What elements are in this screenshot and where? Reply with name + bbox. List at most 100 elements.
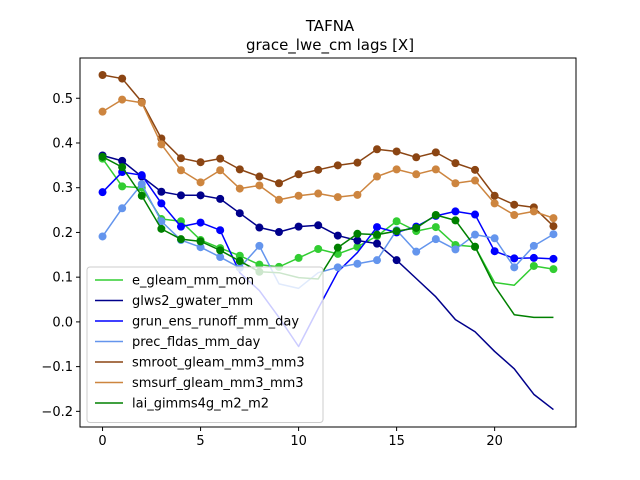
data-point xyxy=(235,184,244,193)
y-tick-label: 0.3 xyxy=(52,181,73,196)
data-point xyxy=(176,191,185,200)
data-point xyxy=(412,153,421,162)
data-point xyxy=(471,210,480,219)
data-point xyxy=(431,148,440,157)
data-point xyxy=(490,191,499,200)
data-point xyxy=(176,235,185,244)
y-tick-label: −0.2 xyxy=(41,405,73,420)
data-point xyxy=(490,199,499,208)
data-point xyxy=(137,98,146,107)
data-point xyxy=(98,107,107,116)
data-point xyxy=(216,253,225,262)
data-point xyxy=(529,253,538,262)
x-tick-label: 0 xyxy=(98,434,106,449)
legend-label: prec_fldas_mm_day xyxy=(132,335,261,350)
data-point xyxy=(549,214,558,223)
data-point xyxy=(157,224,166,233)
legend-item-glws2-gwater-mm: glws2_gwater_mm xyxy=(95,294,253,309)
data-point xyxy=(451,159,460,168)
data-point xyxy=(392,256,401,265)
data-point xyxy=(549,230,558,239)
y-tick-label: 0.5 xyxy=(52,92,73,107)
data-point xyxy=(118,204,127,213)
data-point xyxy=(529,241,538,250)
x-tick-label: 10 xyxy=(290,434,307,449)
y-tick-label: 0.2 xyxy=(52,226,73,241)
data-point xyxy=(353,236,362,245)
data-point xyxy=(294,191,303,200)
legend-label: grun_ens_runoff_mm_day xyxy=(132,315,299,330)
legend-frame xyxy=(86,266,324,423)
data-point xyxy=(510,200,519,209)
data-point xyxy=(274,227,283,236)
data-point xyxy=(235,165,244,174)
series-e-gleam-mm-mon xyxy=(98,154,558,286)
series-smsurf-gleam-mm3-mm3 xyxy=(98,95,558,223)
legend-item-smsurf-gleam-mm3-mm3: smsurf_gleam_mm3_mm3 xyxy=(95,376,304,391)
data-point xyxy=(412,170,421,179)
series-lai-gimms4g-m2-m2 xyxy=(98,152,554,319)
legend-label: lai_gimms4g_m2_m2 xyxy=(132,397,269,412)
data-point xyxy=(274,195,283,204)
data-point xyxy=(137,171,146,180)
data-point xyxy=(373,230,382,239)
data-point xyxy=(353,158,362,167)
legend: e_gleam_mm_mon glws2_gwater_mm grun_ens_ru… xyxy=(86,266,324,423)
data-point xyxy=(510,210,519,219)
data-point xyxy=(392,217,401,226)
legend-label: e_gleam_mm_mon xyxy=(132,274,254,289)
data-point xyxy=(235,209,244,218)
plot-frame xyxy=(79,57,577,428)
data-point xyxy=(353,190,362,199)
data-point xyxy=(471,176,480,185)
data-point xyxy=(373,145,382,154)
data-point xyxy=(98,152,107,161)
data-point xyxy=(353,259,362,268)
legend-label: smroot_gleam_mm3_mm3 xyxy=(132,356,305,371)
data-point xyxy=(549,265,558,274)
data-point xyxy=(412,247,421,256)
data-point xyxy=(118,156,127,165)
data-point xyxy=(314,189,323,198)
data-point xyxy=(196,158,205,167)
data-point xyxy=(216,154,225,163)
data-point xyxy=(373,172,382,181)
data-point xyxy=(196,191,205,200)
data-point xyxy=(176,154,185,163)
data-point xyxy=(333,231,342,240)
data-point xyxy=(451,207,460,216)
data-point xyxy=(451,179,460,188)
legend-item-grun-ens-runoff-mm-day: grun_ens_runoff_mm_day xyxy=(95,315,299,330)
data-point xyxy=(471,165,480,174)
data-point xyxy=(333,161,342,170)
chart-title: TAFNA xyxy=(305,17,355,35)
data-point xyxy=(412,223,421,232)
data-point xyxy=(98,70,107,79)
x-tick-label: 15 xyxy=(388,434,405,449)
series-smroot-gleam-mm3-mm3 xyxy=(98,70,558,231)
series-line-e-gleam-mm-mon xyxy=(101,158,554,286)
legend-item-smroot-gleam-mm3-mm3: smroot_gleam_mm3_mm3 xyxy=(95,356,305,371)
data-point xyxy=(176,166,185,175)
data-point xyxy=(157,140,166,149)
chart-subtitle: grace_lwe_cm lags [X] xyxy=(246,36,414,55)
data-point xyxy=(431,165,440,174)
data-point xyxy=(196,237,205,246)
data-point xyxy=(176,222,185,231)
data-point xyxy=(98,188,107,197)
data-point xyxy=(216,166,225,175)
data-point xyxy=(157,199,166,208)
data-point xyxy=(510,263,519,272)
data-point xyxy=(216,226,225,235)
series-layer xyxy=(98,70,558,411)
data-point xyxy=(196,218,205,227)
data-point xyxy=(235,257,244,266)
data-point xyxy=(529,261,538,270)
data-point xyxy=(549,254,558,263)
y-tick-label: 0.0 xyxy=(52,315,73,330)
x-tick-label: 5 xyxy=(196,434,204,449)
data-point xyxy=(255,172,264,181)
data-point xyxy=(333,243,342,252)
series-line-smroot-gleam-mm3-mm3 xyxy=(102,74,554,227)
data-point xyxy=(216,246,225,255)
